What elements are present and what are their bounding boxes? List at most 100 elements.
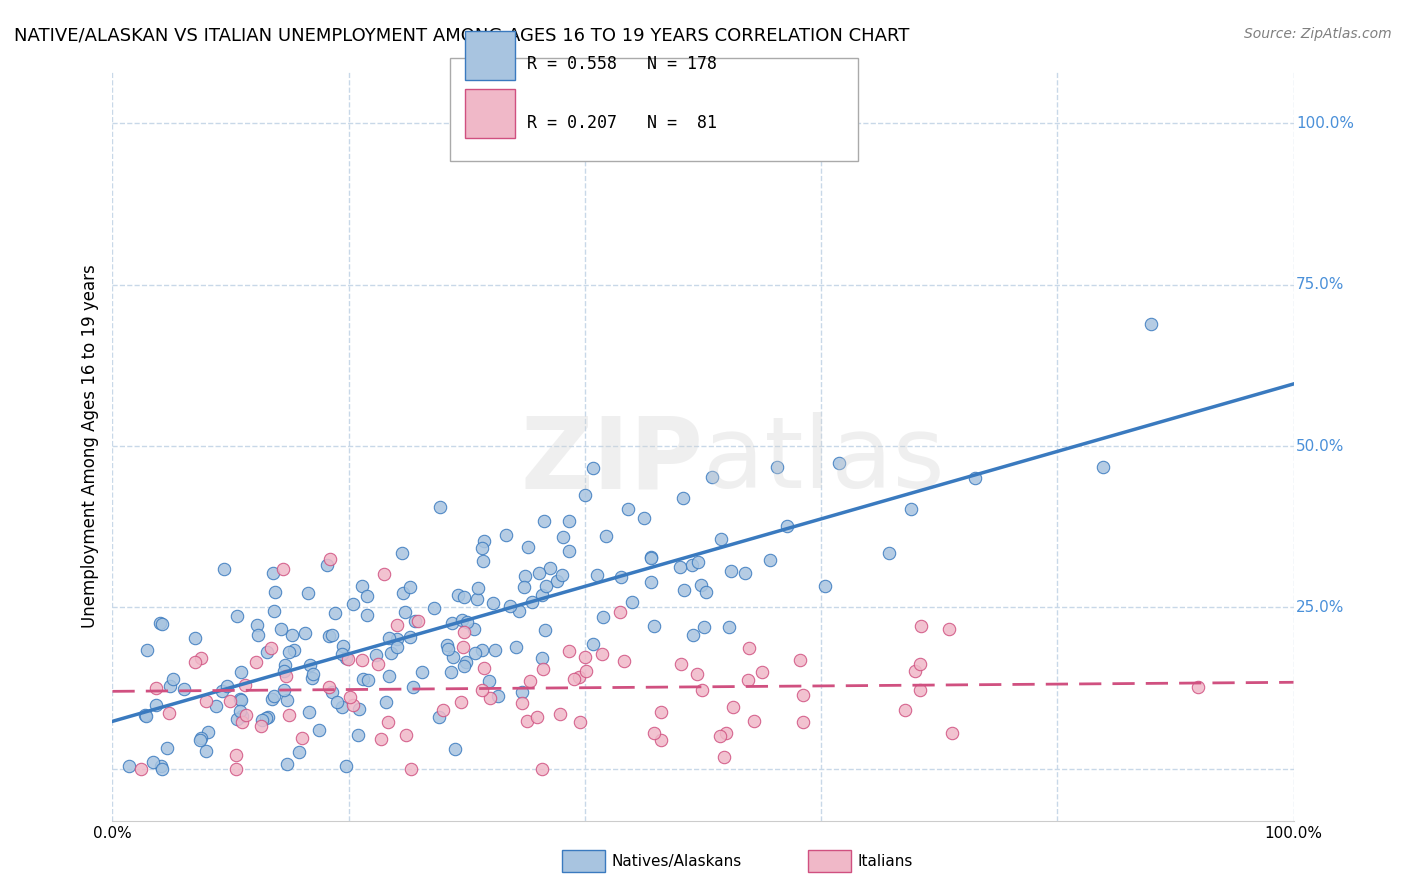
Point xyxy=(591,648,613,662)
Point xyxy=(531,651,554,665)
Point xyxy=(453,659,475,673)
Point xyxy=(751,665,773,680)
Point xyxy=(231,665,253,680)
Point xyxy=(235,707,257,722)
Point xyxy=(471,643,494,657)
Point xyxy=(640,574,662,589)
Text: 75.0%: 75.0% xyxy=(1296,277,1344,292)
Point xyxy=(349,702,371,716)
Point xyxy=(534,579,557,593)
Point xyxy=(323,607,346,621)
Point xyxy=(228,704,250,718)
Point xyxy=(673,582,696,597)
Point xyxy=(510,697,533,711)
Point xyxy=(298,706,321,720)
Point xyxy=(162,672,184,686)
Point xyxy=(394,605,416,619)
Point xyxy=(356,589,378,603)
Point xyxy=(447,588,470,602)
Point xyxy=(610,570,633,584)
Point xyxy=(643,725,665,739)
Point xyxy=(686,667,709,681)
Point xyxy=(471,541,494,556)
Point xyxy=(276,757,298,772)
Point xyxy=(336,652,359,666)
Point xyxy=(225,608,247,623)
Point xyxy=(211,683,233,698)
Point xyxy=(226,712,249,726)
Point xyxy=(690,683,713,698)
Point xyxy=(592,609,614,624)
Point xyxy=(515,569,537,583)
Point xyxy=(197,725,219,739)
Point xyxy=(765,460,787,475)
Point xyxy=(427,710,450,724)
Point xyxy=(737,640,759,655)
Point xyxy=(262,566,284,580)
Point xyxy=(436,638,458,652)
Point xyxy=(277,707,299,722)
Text: 25.0%: 25.0% xyxy=(1296,600,1344,615)
Point xyxy=(380,647,402,661)
Point xyxy=(152,616,174,631)
Point xyxy=(693,620,716,634)
Point xyxy=(157,706,180,720)
Point xyxy=(437,642,460,657)
Point xyxy=(374,695,396,709)
Text: NATIVE/ALASKAN VS ITALIAN UNEMPLOYMENT AMONG AGES 16 TO 19 YEARS CORRELATION CHA: NATIVE/ALASKAN VS ITALIAN UNEMPLOYMENT A… xyxy=(14,27,910,45)
Point xyxy=(366,648,388,662)
Point xyxy=(965,471,987,485)
Point xyxy=(938,622,960,636)
Point xyxy=(472,534,495,549)
Point xyxy=(613,654,636,668)
Text: 50.0%: 50.0% xyxy=(1296,439,1344,453)
Point xyxy=(689,577,711,591)
Point xyxy=(156,740,179,755)
Point xyxy=(513,580,536,594)
Point xyxy=(195,744,218,758)
Point xyxy=(519,674,541,689)
Point xyxy=(643,619,665,633)
Point xyxy=(900,502,922,516)
Point xyxy=(335,650,357,665)
Point xyxy=(498,599,520,613)
Point xyxy=(721,699,744,714)
Point xyxy=(713,750,735,764)
Point xyxy=(118,759,141,773)
Point xyxy=(297,586,319,600)
Point xyxy=(550,706,572,721)
Point xyxy=(717,620,740,634)
Point xyxy=(527,566,550,580)
Point xyxy=(444,741,467,756)
Point xyxy=(134,707,156,722)
Text: R = 0.558   N = 178: R = 0.558 N = 178 xyxy=(527,55,717,73)
Point xyxy=(429,500,451,514)
Point xyxy=(440,665,463,680)
Point xyxy=(263,604,285,618)
Point xyxy=(274,657,297,672)
Point xyxy=(308,723,330,738)
Point xyxy=(681,558,703,572)
Point xyxy=(339,690,361,704)
Point xyxy=(190,651,212,665)
Point xyxy=(318,680,340,694)
Point xyxy=(370,732,392,747)
Point xyxy=(346,728,368,742)
Point xyxy=(574,649,596,664)
Point xyxy=(620,595,643,609)
Point xyxy=(650,706,672,720)
Point xyxy=(270,622,292,636)
Point xyxy=(575,664,598,678)
Point xyxy=(395,728,418,742)
Point xyxy=(332,639,354,653)
Point xyxy=(734,566,756,581)
Point xyxy=(271,562,294,576)
Point xyxy=(467,581,489,595)
Point xyxy=(893,703,915,717)
Point xyxy=(159,679,181,693)
Point xyxy=(150,759,173,773)
Point xyxy=(682,628,704,642)
Point xyxy=(512,685,534,699)
Point xyxy=(225,762,247,776)
Point xyxy=(586,568,609,582)
